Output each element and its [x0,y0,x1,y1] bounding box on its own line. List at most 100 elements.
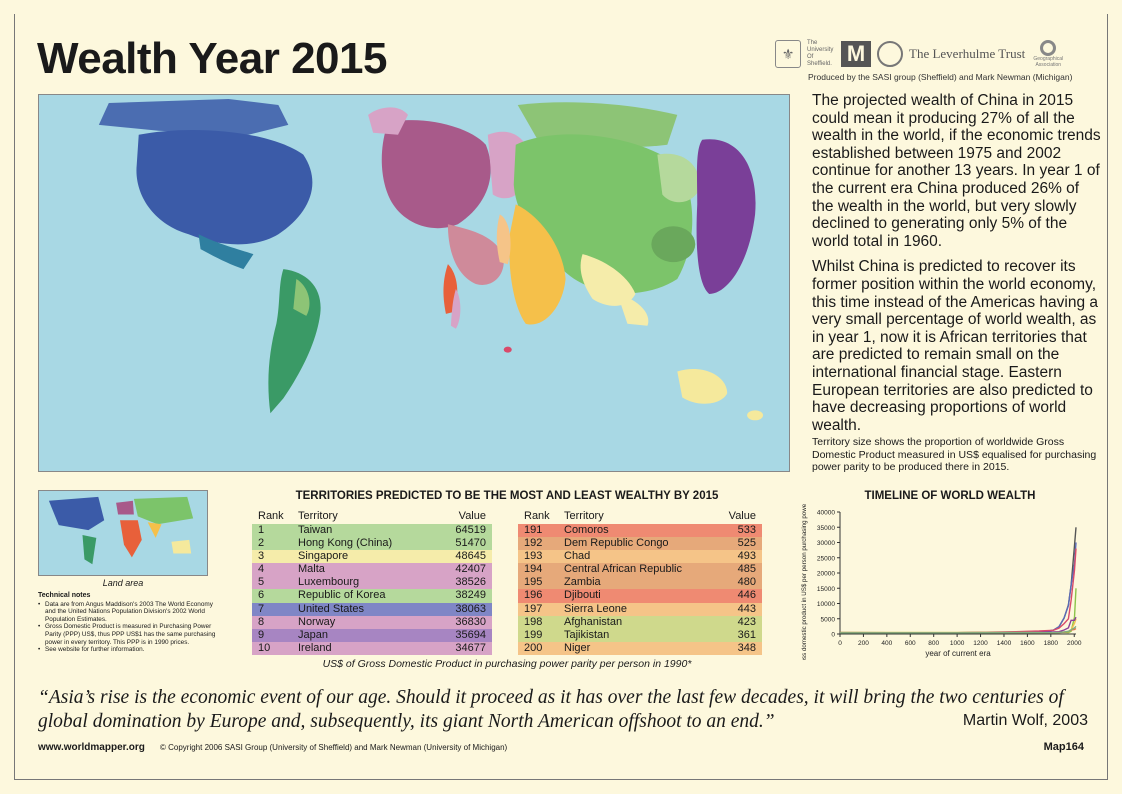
region-canada [98,98,289,135]
x-tick-label: 1600 [1020,640,1035,647]
y-tick-label: 5000 [821,616,836,623]
table-row: 1 Taiwan 64519 [252,524,492,538]
table-row: 199 Tajikistan 361 [518,628,762,642]
copyright: © Copyright 2006 SASI Group (University … [160,743,508,752]
table-row: 196 Djibouti 446 [518,589,762,603]
cell-territory: Zambia [564,576,601,589]
michigan-logo: M [841,41,871,67]
cell-rank: 7 [258,602,265,615]
table-row: 2 Hong Kong (China) 51470 [252,537,492,551]
cell-value: 38249 [455,589,486,602]
y-tick-label: 35000 [817,525,835,532]
cell-value: 525 [737,537,756,550]
y-tick-label: 0 [831,632,835,639]
cell-territory: Comoros [564,524,609,536]
region-southern-africa [450,288,461,329]
region-brazil [293,279,310,316]
cell-value: 64519 [455,524,486,536]
cell-territory: Ireland [298,641,332,654]
cell-rank: 192 [524,537,543,550]
cell-rank: 1 [258,524,265,536]
cell-value: 38063 [455,602,486,615]
cell-rank: 4 [258,563,265,576]
y-tick-label: 15000 [817,586,835,593]
land-area-map [38,490,208,576]
x-tick-label: 2000 [1067,640,1082,647]
technical-note: Gross Domestic Product is measured in Pu… [38,623,218,646]
chart-title: TIMELINE OF WORLD WEALTH [864,490,1036,502]
cell-rank: 200 [524,641,543,654]
region-africa [120,520,142,558]
website-link[interactable]: www.worldmapper.org [38,742,145,753]
cell-rank: 196 [524,589,543,602]
series-line [840,625,1077,634]
series-line [840,542,1077,634]
table-row: 198 Afghanistan 423 [518,615,762,629]
table-header: Rank Territory Value [518,510,762,524]
cell-territory: Singapore [298,550,349,563]
region-southeast-asia [580,254,636,306]
y-tick-label: 25000 [817,555,835,562]
cell-rank: 8 [258,615,265,628]
cell-rank: 195 [524,576,543,589]
region-australia [677,369,728,404]
cell-territory: Sierra Leone [564,602,627,615]
cell-rank: 198 [524,615,543,628]
cell-rank: 6 [258,589,265,602]
region-asia [133,496,194,525]
header-territory: Territory [564,510,604,522]
ga-ring-icon [1040,40,1057,56]
least-wealthy-table: Rank Territory Value 191 Comoros 533 192 Dem… [518,510,762,655]
y-axis-label: annual gross domestic product in US$ per… [801,504,808,660]
header-value: Value [458,510,486,522]
land-area-label: Land area [102,578,144,588]
cell-value: 533 [737,524,756,536]
cell-value: 493 [737,550,756,563]
table-row: 191 Comoros 533 [518,524,762,538]
table-row: 5 Luxembourg 38526 [252,576,492,590]
cell-territory: Dem Republic Congo [564,537,669,550]
cell-territory: Djibouti [564,589,601,602]
cell-rank: 193 [524,550,543,563]
table-row: 8 Norway 36830 [252,615,492,629]
table-row: 195 Zambia 480 [518,576,762,590]
cell-rank: 5 [258,576,265,589]
cell-territory: Hong Kong (China) [298,537,393,550]
x-tick-label: 600 [905,640,916,647]
table-row: 194 Central African Republic 485 [518,563,762,577]
cell-territory: Central African Republic [564,563,683,576]
header-rank: Rank [524,510,550,522]
world-cartogram [38,94,790,472]
cell-territory: Japan [298,628,328,641]
table-row: 192 Dem Republic Congo 525 [518,537,762,551]
region-pacific-island [503,346,512,353]
series-line [839,527,1077,634]
technical-note: See website for further information. [38,646,218,654]
table-row: 7 United States 38063 [252,602,492,616]
series-line [839,548,1077,634]
cell-value: 485 [737,563,756,576]
cell-value: 51470 [455,537,486,550]
region-south-america [82,534,97,565]
cell-territory: United States [298,602,365,615]
cell-value: 423 [737,615,756,628]
cell-rank: 9 [258,628,265,641]
cell-value: 38526 [455,576,486,589]
technical-note: Data are from Angus Maddison's 2003 The … [38,601,218,624]
y-tick-label: 40000 [817,510,835,517]
cell-value: 348 [737,641,756,654]
cell-value: 34677 [455,641,486,654]
region-western-europe [381,120,491,229]
map-caption: Territory size shows the proportion of w… [812,436,1097,474]
cell-territory: Luxembourg [298,576,360,589]
series-line [840,588,1077,634]
most-wealthy-table: Rank Territory Value 1 Taiwan 64519 2 Hong K… [252,510,492,655]
description-text: The projected wealth of China in 2015 co… [812,92,1102,442]
region-europe [116,500,134,515]
quote: “Asia’s rise is the economic event of ou… [38,687,1064,732]
cell-rank: 199 [524,628,543,641]
y-tick-label: 20000 [817,571,835,578]
x-axis-label: year of current era [925,649,991,658]
page-title: Wealth Year 2015 [37,34,387,83]
leverhulme-logo: The Leverhulme Trust [909,46,1026,61]
